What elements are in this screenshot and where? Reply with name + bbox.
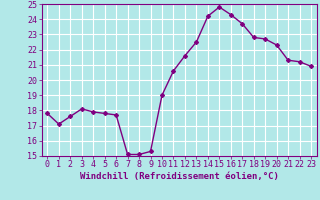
X-axis label: Windchill (Refroidissement éolien,°C): Windchill (Refroidissement éolien,°C) — [80, 172, 279, 181]
